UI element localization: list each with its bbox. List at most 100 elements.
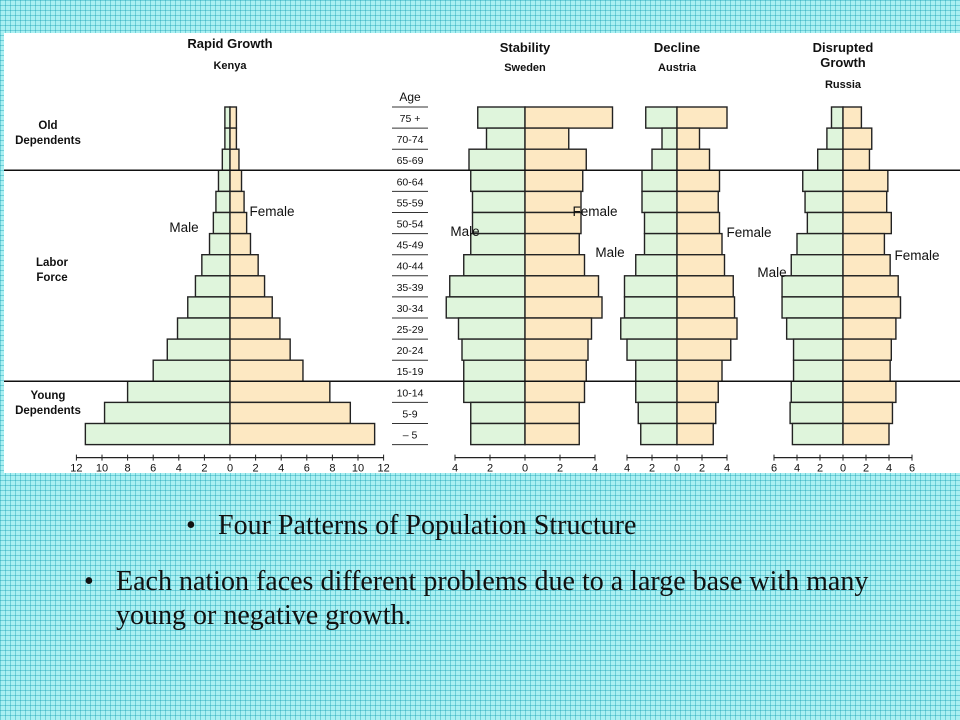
x-tick-label: 2: [253, 463, 259, 473]
female-bar: [676, 127, 701, 150]
female-bar: [842, 169, 889, 193]
female-bar: [842, 253, 891, 277]
female-bar: [524, 127, 570, 150]
female-bar: [229, 232, 252, 256]
x-tick-label: 2: [487, 463, 493, 473]
male-bar: [463, 380, 526, 404]
female-bar: [524, 232, 580, 256]
female-bar: [842, 359, 891, 383]
female-bar: [229, 190, 245, 214]
male-bar: [635, 253, 678, 277]
pyramid-title: Growth: [820, 55, 866, 70]
female-bar: [229, 380, 331, 404]
female-bar: [524, 317, 593, 340]
female-bar: [229, 106, 238, 129]
female-label: Female: [726, 225, 771, 240]
male-bar: [640, 422, 678, 446]
male-bar: [792, 359, 844, 383]
x-tick-label: 10: [96, 463, 108, 473]
male-bar: [463, 253, 526, 277]
x-tick-label: 12: [377, 463, 389, 473]
female-bar: [676, 211, 721, 235]
male-bar: [626, 338, 678, 361]
age-group-label: 75 +: [400, 113, 421, 125]
pyramid-title: Stability: [500, 40, 551, 55]
female-bar: [676, 422, 714, 446]
male-bar: [796, 232, 844, 256]
pyramid-subtitle: Sweden: [504, 62, 546, 74]
male-bar: [789, 401, 844, 425]
male-bar: [461, 338, 526, 361]
male-bar: [817, 148, 844, 171]
male-bar: [804, 190, 844, 214]
young-dependents-label: Dependents: [15, 405, 81, 417]
age-group-label: 30-34: [397, 303, 424, 315]
pyramid-subtitle: Russia: [825, 79, 862, 91]
male-bar: [623, 296, 678, 319]
male-bar: [781, 275, 844, 298]
male-label: Male: [757, 265, 786, 280]
female-bar: [229, 422, 376, 446]
female-bar: [229, 148, 240, 171]
male-bar: [792, 338, 844, 361]
male-bar: [187, 296, 231, 319]
age-header: Age: [399, 90, 421, 104]
x-tick-label: 0: [674, 463, 680, 473]
male-bar: [212, 211, 231, 235]
female-bar: [524, 380, 586, 404]
female-bar: [842, 422, 890, 446]
female-bar: [842, 296, 902, 319]
male-bar: [645, 106, 678, 129]
female-bar: [676, 338, 732, 361]
female-bar: [229, 338, 291, 361]
pyramid-subtitle: Austria: [658, 62, 697, 74]
male-label: Male: [450, 224, 479, 239]
x-tick-label: 4: [176, 463, 182, 473]
age-group-label: 10-14: [397, 387, 424, 399]
x-tick-label: 2: [863, 463, 869, 473]
x-tick-label: 10: [352, 463, 364, 473]
x-tick-label: 6: [304, 463, 310, 473]
female-bar: [676, 232, 723, 256]
x-tick-label: 2: [817, 463, 823, 473]
x-tick-label: 0: [522, 463, 528, 473]
male-bar: [468, 148, 526, 171]
female-label: Female: [894, 248, 939, 263]
age-group-label: 55-59: [397, 197, 424, 209]
male-bar: [471, 190, 526, 214]
male-bar: [485, 127, 526, 150]
female-bar: [229, 275, 266, 298]
age-group-label: 65-69: [397, 155, 424, 167]
female-bar: [676, 380, 719, 404]
female-bar: [842, 148, 871, 171]
female-bar: [842, 232, 886, 256]
labor-force-label: Force: [36, 272, 67, 284]
bullet-item: • Each nation faces different problems d…: [84, 565, 904, 633]
male-bar: [637, 401, 678, 425]
male-bar: [785, 317, 844, 340]
female-bar: [676, 359, 723, 383]
male-bar: [806, 211, 844, 235]
female-bar: [676, 317, 738, 340]
male-bar: [643, 232, 678, 256]
male-bar: [201, 253, 231, 277]
x-tick-label: 8: [125, 463, 131, 473]
x-tick-label: 4: [624, 463, 630, 473]
male-bar: [166, 338, 231, 361]
female-bar: [229, 317, 281, 340]
x-tick-label: 6: [909, 463, 915, 473]
male-bar: [477, 106, 526, 129]
age-group-label: 25-29: [397, 324, 424, 336]
male-bar: [791, 422, 844, 446]
female-bar: [842, 401, 894, 425]
age-group-label: 5-9: [402, 408, 417, 420]
old-dependents-label: Old: [38, 120, 57, 132]
female-bar: [676, 253, 726, 277]
female-label: Female: [572, 204, 617, 219]
male-bar: [126, 380, 231, 404]
x-tick-label: 6: [771, 463, 777, 473]
pyramid-subtitle: Kenya: [213, 60, 247, 72]
male-bar: [470, 422, 526, 446]
male-bar: [215, 190, 231, 214]
female-bar: [676, 401, 717, 425]
